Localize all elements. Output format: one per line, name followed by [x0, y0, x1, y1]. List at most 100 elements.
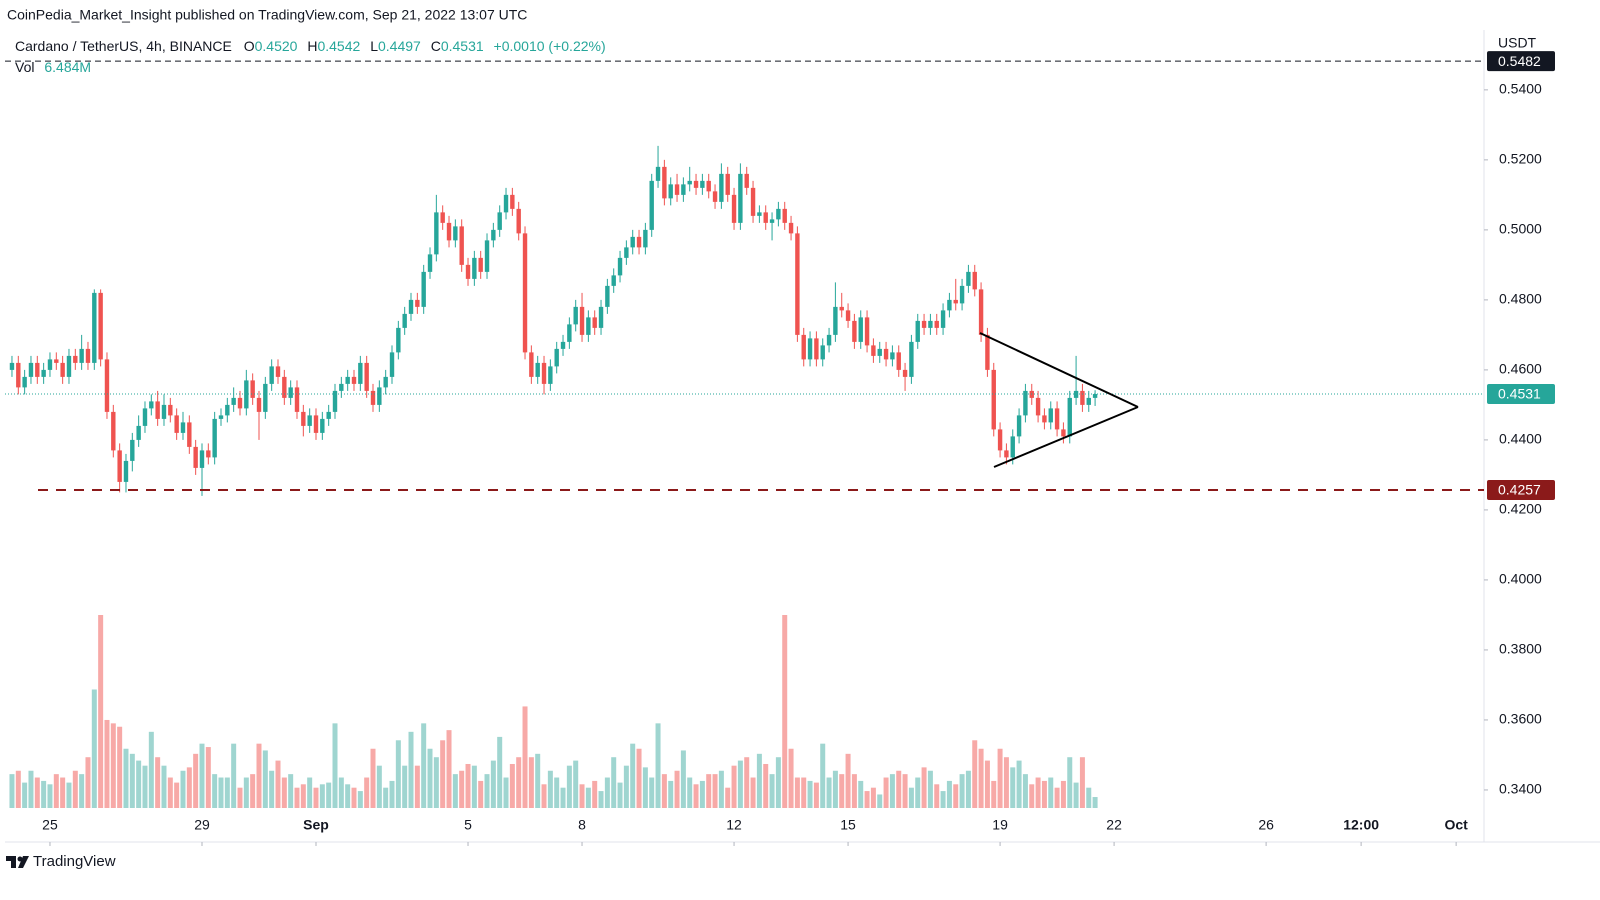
candle-body — [269, 366, 274, 384]
candle-body — [503, 194, 509, 213]
candle-body — [624, 247, 629, 258]
y-tick-label: 0.4600 — [1499, 361, 1542, 377]
volume-bar — [123, 748, 129, 808]
candle-body — [92, 292, 97, 363]
candle-body — [339, 383, 344, 391]
candle-body — [47, 359, 53, 370]
x-tick-label: 29 — [194, 817, 210, 833]
brand-name: TradingView — [33, 853, 116, 870]
volume-bar — [579, 784, 585, 808]
candle-body — [953, 299, 958, 304]
candle-body — [801, 334, 806, 360]
volume-bar — [687, 777, 693, 808]
volume-bar — [15, 770, 21, 808]
volume-bar — [364, 777, 370, 808]
close-key: C — [431, 38, 441, 54]
volume-bar — [706, 774, 712, 808]
volume-bar — [661, 774, 667, 808]
candle-body — [636, 236, 642, 248]
volume-bar — [60, 777, 66, 808]
candle-body — [16, 362, 21, 388]
volume-bar — [845, 753, 851, 808]
candle-body — [757, 212, 762, 216]
candle-body — [858, 317, 863, 342]
volume-bar — [243, 777, 249, 808]
candle-body — [472, 257, 477, 279]
volume-bar — [256, 743, 262, 808]
candle-body — [985, 334, 990, 370]
y-tick-label: 0.4800 — [1499, 291, 1542, 307]
volume-key: Vol — [15, 59, 34, 75]
candle-body — [997, 429, 1003, 451]
currency-label: USDT — [1498, 35, 1537, 51]
candle-body — [345, 376, 350, 384]
volume-bar — [117, 726, 123, 808]
volume-bar — [680, 750, 686, 808]
candle-body — [554, 348, 559, 367]
candle-body — [826, 334, 832, 346]
candle-body — [1092, 394, 1098, 398]
volume-bar — [193, 753, 199, 808]
volume-bar — [668, 780, 674, 808]
candle-body — [915, 320, 920, 342]
x-tick-label: 15 — [840, 817, 856, 833]
candle-body — [85, 348, 91, 363]
candle-body — [364, 362, 369, 391]
candle-body — [351, 376, 357, 384]
lower-trendline — [993, 406, 1139, 468]
candle-body — [719, 173, 724, 202]
y-tick-label: 0.5200 — [1499, 151, 1542, 167]
candle-body — [98, 292, 103, 360]
volume-bar — [984, 760, 990, 808]
candle-body — [643, 229, 648, 248]
candle-body — [199, 450, 205, 468]
candle-body — [814, 338, 819, 360]
volume-bar — [91, 689, 97, 808]
y-tick-label: 0.3800 — [1499, 641, 1542, 657]
candle-body — [731, 194, 737, 223]
candle-body — [1086, 397, 1091, 405]
volume-bar — [503, 777, 509, 808]
candle-body — [902, 369, 908, 377]
volume-bar — [269, 770, 275, 808]
volume-bar — [516, 757, 522, 808]
volume-bar — [642, 767, 648, 808]
legend: Cardano / TetherUS, 4h, BINANCE O0.4520 … — [15, 38, 606, 54]
candle-body — [706, 180, 711, 192]
candle-body — [928, 320, 933, 328]
candle-body — [978, 289, 984, 335]
volume-bar — [528, 757, 534, 808]
volume-bar — [484, 774, 490, 808]
x-tick-label: 25 — [42, 817, 58, 833]
candle-body — [548, 366, 553, 384]
volume-bar — [1003, 757, 1009, 808]
candle-body — [389, 352, 395, 377]
low-value: 0.4497 — [378, 38, 421, 54]
candle-body — [313, 415, 319, 433]
volume-bar — [275, 760, 281, 808]
candle-body — [218, 415, 224, 419]
volume-bar — [902, 774, 908, 808]
candle-body — [890, 352, 895, 360]
candle-body — [446, 222, 452, 241]
volume-bar — [224, 777, 230, 808]
candle-body — [896, 352, 901, 370]
candle-body — [560, 341, 566, 349]
volume-bar — [522, 706, 528, 808]
y-tick-label: 0.3400 — [1499, 781, 1542, 797]
volume-bar — [446, 730, 452, 808]
volume-bar — [440, 740, 446, 808]
volume-bar — [180, 770, 186, 808]
candle-body — [750, 187, 756, 216]
candle-body — [655, 166, 661, 181]
candle-body — [193, 446, 198, 468]
volume-bar — [1029, 784, 1035, 808]
candle-body — [1067, 397, 1072, 437]
candle-body — [459, 226, 464, 265]
candle-body — [60, 362, 65, 377]
candle-body — [206, 450, 211, 458]
volume-bar — [699, 780, 705, 808]
volume-bar — [541, 784, 547, 808]
volume-bar — [763, 763, 769, 808]
